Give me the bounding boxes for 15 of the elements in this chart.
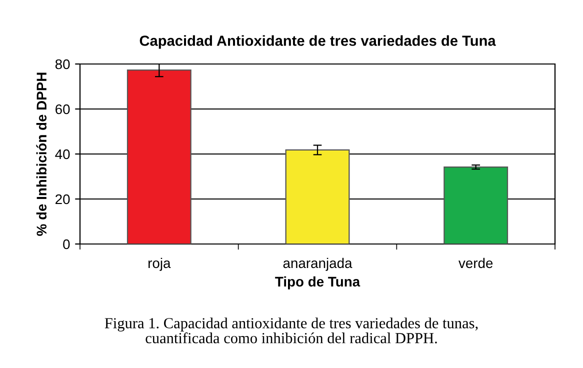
x-tick-label: anaranjada bbox=[283, 258, 352, 271]
y-tick-label: 60 bbox=[56, 104, 70, 114]
x-tick-label: roja bbox=[148, 258, 171, 271]
text: Figura 1. Capacidad antioxidante de tres variedades de tunas, cuantificada como inhibición del radical DPPH. bbox=[104, 318, 478, 344]
y-axis-title: % de Inhibición de DPPH bbox=[36, 72, 47, 236]
bar bbox=[285, 149, 350, 244]
x-axis-title: Tipo de Tuna bbox=[275, 276, 360, 290]
x-tick-label: verde bbox=[458, 258, 493, 268]
y-tick-label: 40 bbox=[55, 149, 70, 160]
y-tick-label: 80 bbox=[55, 59, 70, 70]
y-tick-label: 0 bbox=[63, 239, 70, 250]
bar bbox=[126, 70, 192, 244]
chart-title: Capacidad Antioxidante de tres variedades de Tuna bbox=[140, 35, 496, 49]
bar bbox=[444, 166, 508, 244]
y-tick-label: 20 bbox=[56, 194, 70, 204]
